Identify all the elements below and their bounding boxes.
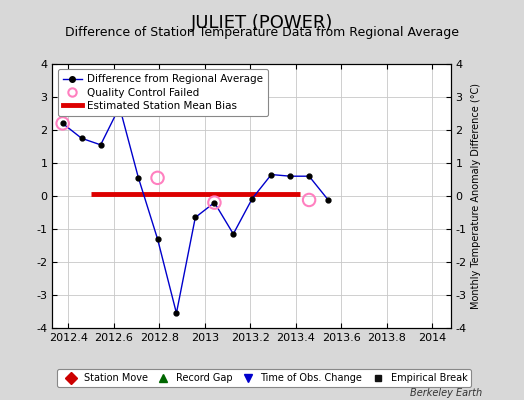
Legend: Difference from Regional Average, Quality Control Failed, Estimated Station Mean: Difference from Regional Average, Qualit… <box>58 69 268 116</box>
Point <box>305 197 313 203</box>
Point <box>115 104 124 110</box>
Point <box>210 199 219 206</box>
Y-axis label: Monthly Temperature Anomaly Difference (°C): Monthly Temperature Anomaly Difference (… <box>471 83 481 309</box>
Point <box>154 175 162 181</box>
Text: Difference of Station Temperature Data from Regional Average: Difference of Station Temperature Data f… <box>65 26 459 39</box>
Text: Berkeley Earth: Berkeley Earth <box>410 388 482 398</box>
Text: JULIET (POWER): JULIET (POWER) <box>191 14 333 32</box>
Legend: Station Move, Record Gap, Time of Obs. Change, Empirical Break: Station Move, Record Gap, Time of Obs. C… <box>57 369 471 387</box>
Point <box>59 120 67 126</box>
